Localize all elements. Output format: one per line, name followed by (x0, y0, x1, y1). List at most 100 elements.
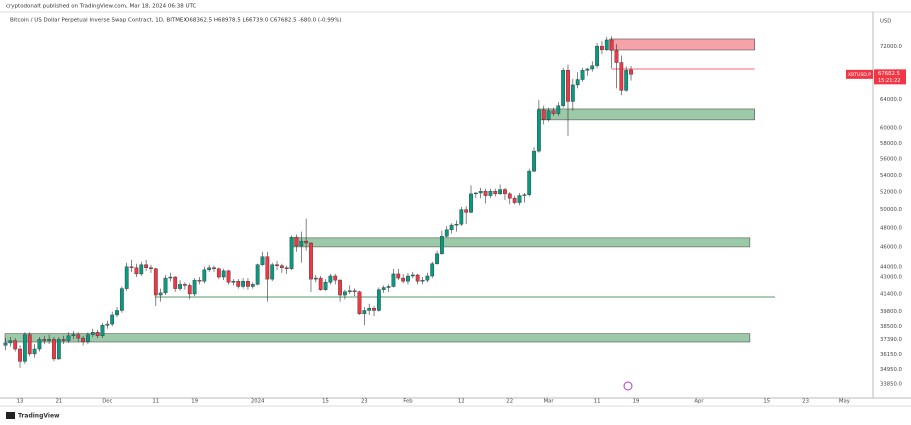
candle-body (207, 267, 212, 271)
candle-body (95, 332, 100, 336)
candle-body (139, 264, 144, 275)
candle-body (347, 290, 352, 293)
candle-body (575, 79, 580, 86)
candle-body (367, 308, 372, 311)
candle-body (299, 240, 304, 247)
candle-body (376, 289, 381, 311)
candle-body (464, 209, 469, 213)
y-tick-label: 58000.0 (880, 141, 903, 147)
candle-body (250, 284, 255, 287)
brand: TradingView (18, 413, 60, 420)
candle-body (372, 308, 376, 311)
x-tick-label: 11 (594, 399, 601, 405)
candle-body (343, 291, 347, 296)
candle-body (216, 268, 221, 278)
candle-body (333, 275, 338, 281)
candle-body (493, 191, 498, 195)
candle-body (406, 275, 410, 282)
candle-body (71, 334, 76, 336)
candle-body (454, 223, 459, 226)
x-tick-label: Feb (403, 399, 413, 405)
candle-body (90, 332, 95, 335)
x-tick-label: 12 (458, 399, 465, 405)
candle-body (473, 192, 478, 195)
y-tick-label: 44000.0 (880, 264, 903, 270)
candle-body (66, 335, 71, 341)
candle-body (270, 264, 275, 280)
x-tick-label: May (839, 399, 850, 405)
candle-body (304, 240, 309, 244)
candle-body (362, 310, 367, 315)
candle-body (459, 209, 464, 225)
candle-body (153, 268, 158, 296)
candle-body (449, 224, 454, 230)
x-tick-label: 13 (17, 399, 24, 405)
candle-body (236, 281, 241, 287)
candle-body (604, 39, 609, 51)
candle-body (585, 68, 590, 71)
candle-body (265, 256, 270, 280)
candle-body (600, 45, 604, 51)
candle-body (61, 339, 66, 341)
price-tag-countdown: 15:21:22 (878, 78, 900, 84)
candle-body (289, 237, 294, 269)
candle-body (294, 237, 299, 247)
candle-body (551, 110, 556, 114)
candle-body (498, 189, 502, 195)
candle-body (386, 286, 391, 288)
candle-body (430, 263, 435, 277)
candle-body (197, 279, 202, 282)
x-tick-label: 15 (322, 399, 329, 405)
candle-body (18, 348, 22, 362)
x-tick-label: 19 (191, 399, 198, 405)
candle-body (105, 323, 110, 326)
y-tick-label: 36150.0 (880, 352, 903, 358)
candle-body (614, 50, 619, 63)
candle-body (323, 282, 328, 290)
y-tick-label: 56000.0 (880, 157, 903, 163)
candle-body (546, 110, 551, 120)
candle-body (488, 191, 493, 196)
y-tick-label: 52000.0 (880, 190, 903, 196)
x-tick-label: 21 (55, 399, 62, 405)
candle-body (522, 194, 527, 196)
candle-body (570, 84, 575, 102)
candle-body (318, 277, 323, 290)
candle-body (202, 269, 207, 282)
event-icon (623, 381, 633, 391)
candle-body (352, 290, 357, 293)
candle-body (469, 193, 473, 213)
y-tick-label: 48000.0 (880, 225, 903, 231)
candle-body (503, 189, 507, 195)
x-tick-label: Dec (102, 399, 112, 405)
candle-body (173, 276, 178, 289)
candle-body (541, 109, 546, 120)
y-tick-label: 37390.0 (880, 337, 903, 343)
candle-body (415, 274, 420, 282)
candle-body (110, 314, 115, 325)
price-tag-value: 67682.5 (878, 71, 900, 77)
candle-body (396, 273, 401, 279)
candle-body (478, 191, 483, 194)
candle-body (425, 275, 430, 281)
x-tick-label: 11 (152, 399, 159, 405)
zone (609, 38, 755, 51)
candle-body (221, 270, 226, 278)
zone (537, 108, 755, 121)
candle-body (444, 229, 449, 237)
candle-body (22, 334, 27, 362)
candle-body (241, 281, 245, 287)
symbol-tag-label: XBTUSD.P (848, 72, 871, 78)
candle-body (134, 267, 139, 275)
candle-body (129, 266, 134, 268)
candle-body (47, 339, 52, 341)
y-tick-label: 38500.0 (880, 324, 903, 330)
x-tick-label: 2024 (251, 399, 265, 405)
candle-body (517, 195, 522, 203)
candle-body (629, 69, 633, 75)
symbol: Bitcoin / US Dollar Perpetual Inverse Sw… (10, 18, 187, 24)
y-tick-label: 50000.0 (880, 207, 903, 213)
candle-body (595, 45, 599, 66)
brand-logo (6, 412, 15, 419)
